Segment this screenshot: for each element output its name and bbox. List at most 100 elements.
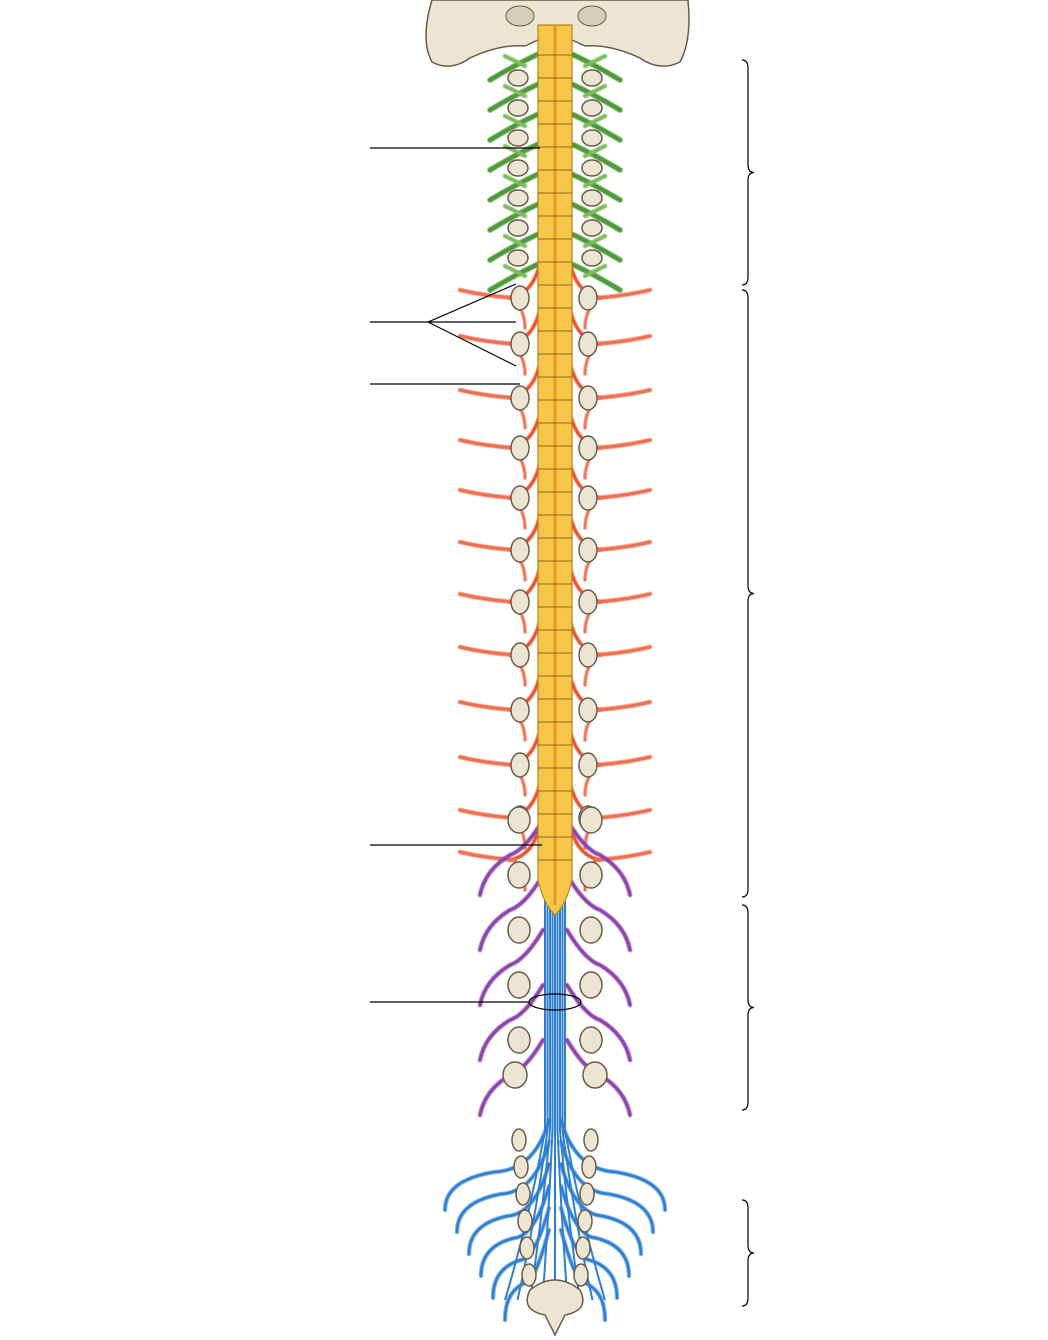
nerve <box>593 388 652 400</box>
vertebra <box>578 435 598 461</box>
vertebra <box>507 219 529 237</box>
nerve <box>559 1140 655 1234</box>
vertebra <box>510 697 530 723</box>
nerve <box>503 234 527 248</box>
vertebra <box>577 1209 593 1233</box>
skull-detail <box>577 5 607 27</box>
vertebra <box>502 1061 528 1089</box>
vertebra <box>579 916 603 944</box>
nerve <box>503 204 527 218</box>
nerve <box>467 1162 551 1256</box>
nerve <box>559 1206 619 1300</box>
vertebra <box>581 1155 597 1179</box>
vertebra <box>510 331 530 357</box>
vertebra <box>583 1128 599 1152</box>
vertebrae <box>502 69 608 1337</box>
vertebra <box>510 537 530 563</box>
region-braces <box>741 59 755 1307</box>
vertebra <box>578 537 598 563</box>
vertebra <box>581 159 603 177</box>
nerve <box>458 488 517 500</box>
nerve <box>583 84 607 98</box>
nerve <box>478 873 545 952</box>
nerve <box>583 114 607 128</box>
vertebra <box>578 485 598 511</box>
vertebra <box>579 1182 595 1206</box>
vertebra <box>575 1236 591 1260</box>
nerve <box>458 700 517 712</box>
nerve <box>458 438 517 450</box>
leader-lines <box>370 147 582 1011</box>
vertebra <box>578 589 598 615</box>
brace <box>741 289 755 898</box>
vertebra <box>579 971 603 999</box>
vertebra <box>578 385 598 411</box>
nerve <box>565 983 632 1062</box>
vertebra <box>510 589 530 615</box>
nerve <box>583 174 607 188</box>
nerve <box>593 755 652 767</box>
vertebra <box>578 697 598 723</box>
nerve <box>458 288 517 300</box>
vertebra <box>507 806 531 834</box>
nerve <box>583 204 607 218</box>
nerve <box>503 174 527 188</box>
vertebra <box>507 159 529 177</box>
vertebra <box>507 249 529 267</box>
vertebra <box>507 861 531 889</box>
brace <box>741 1199 755 1307</box>
nerve <box>593 288 652 300</box>
vertebra <box>578 642 598 668</box>
vertebra <box>515 1182 531 1206</box>
vertebra <box>582 1061 608 1089</box>
vertebra <box>513 1155 529 1179</box>
nerve <box>503 54 527 68</box>
cauda-outline <box>528 993 582 1011</box>
nerve <box>593 592 652 604</box>
nerve <box>593 700 652 712</box>
nerve <box>593 540 652 552</box>
vertebra <box>519 1236 535 1260</box>
vertebra <box>581 69 603 87</box>
nerve <box>583 54 607 68</box>
nerve <box>583 144 607 158</box>
nerve <box>565 928 632 1007</box>
nerve <box>443 1118 551 1212</box>
vertebra <box>578 285 598 311</box>
nerve <box>593 334 652 346</box>
vertebra <box>507 971 531 999</box>
nerve <box>458 755 517 767</box>
nerve <box>593 850 652 862</box>
coccyx <box>526 1279 584 1337</box>
nerve <box>593 645 652 657</box>
nerve <box>478 983 545 1062</box>
nerve <box>503 264 527 278</box>
leader-line <box>427 321 517 367</box>
nerve <box>478 818 545 897</box>
vertebra <box>517 1209 533 1233</box>
nerve <box>458 388 517 400</box>
vertebra <box>579 861 603 889</box>
vertebra <box>578 752 598 778</box>
vertebra <box>581 219 603 237</box>
vertebra <box>581 189 603 207</box>
nerve <box>458 592 517 604</box>
vertebra <box>511 1128 527 1152</box>
vertebra <box>507 1026 531 1054</box>
nerve <box>559 1162 643 1256</box>
vertebra <box>510 385 530 411</box>
nerve <box>478 928 545 1007</box>
vertebra <box>521 1263 537 1287</box>
nerve <box>503 84 527 98</box>
vertebra <box>581 249 603 267</box>
vertebra <box>507 189 529 207</box>
nerve <box>593 488 652 500</box>
nerve <box>559 1184 631 1278</box>
nerve <box>503 114 527 128</box>
nerve <box>458 334 517 346</box>
cord-segments <box>538 54 572 861</box>
nerve <box>583 234 607 248</box>
nerve <box>559 1118 667 1212</box>
nerve <box>583 264 607 278</box>
